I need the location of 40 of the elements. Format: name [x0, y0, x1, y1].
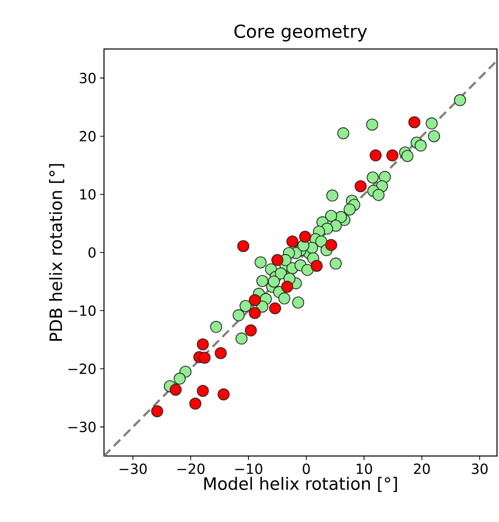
point: [370, 149, 382, 162]
point: [281, 280, 294, 293]
x-axis-title: Model helix rotation [°]: [204, 476, 397, 492]
y-tick-label: 10: [80, 189, 96, 200]
point: [354, 180, 367, 192]
x-tick-label: −30: [120, 464, 147, 474]
point: [310, 260, 323, 272]
point: [196, 338, 209, 350]
x-tick-label: −10: [235, 464, 262, 474]
point: [286, 235, 298, 248]
point: [248, 306, 261, 319]
y-tick-label: 30: [80, 72, 96, 84]
x-tick-label: 0: [302, 464, 310, 474]
point: [214, 347, 227, 360]
y-tick-label: −10: [68, 305, 96, 316]
point: [218, 388, 230, 400]
point: [248, 294, 261, 306]
x-tick-label: 10: [356, 464, 372, 474]
point: [271, 254, 284, 266]
point: [325, 238, 338, 251]
point: [299, 230, 312, 243]
point: [386, 149, 398, 162]
y-tick-label: 20: [80, 130, 96, 142]
point: [196, 384, 209, 397]
y-tick-label: −30: [68, 422, 96, 432]
y-tick-label: −20: [68, 364, 96, 374]
point: [189, 398, 202, 410]
y-tick-label: 0: [88, 247, 96, 258]
x-tick-label: 20: [414, 464, 430, 474]
y-axis-title: PDB helix rotation [°]: [49, 164, 64, 341]
point: [170, 384, 182, 396]
x-tick-label: 30: [472, 464, 488, 474]
point: [408, 116, 420, 128]
point: [237, 240, 250, 252]
point: [244, 324, 257, 336]
point: [198, 352, 211, 364]
chart-title: Core geometry: [234, 24, 367, 42]
x-tick-label: −20: [177, 464, 204, 474]
point: [269, 302, 282, 314]
point: [151, 405, 164, 418]
